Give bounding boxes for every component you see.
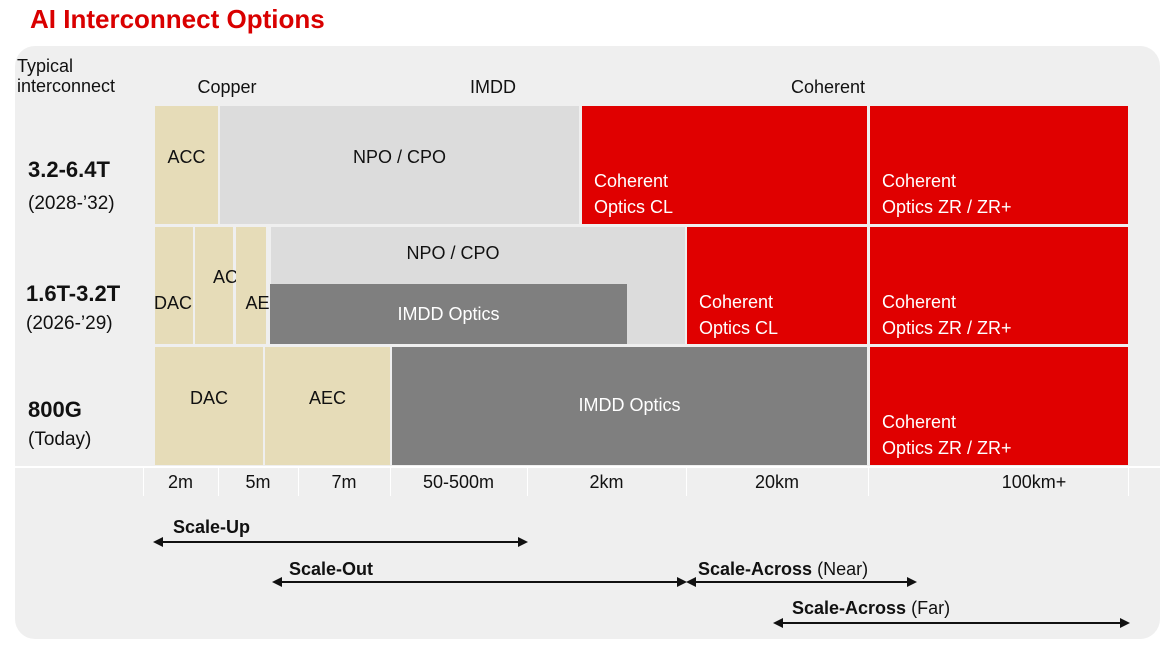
- axis-separator: [390, 468, 391, 496]
- cell-r1-coh-cl-line1: Coherent: [594, 171, 669, 191]
- scale-out-label: Scale-Out: [289, 559, 374, 579]
- distance-label-5m: 5m: [245, 472, 271, 492]
- cell-r3-dac: DAC: [155, 347, 263, 465]
- axis-line: [14, 466, 1160, 468]
- cell-r3-aec: AEC: [265, 347, 390, 465]
- distance-label-7m: 7m: [331, 472, 357, 492]
- cell-r1-npo-label: NPO / CPO: [352, 146, 446, 167]
- column-header-imdd: IMDD: [470, 77, 516, 97]
- cell-r1-acc-label: ACC: [167, 146, 206, 167]
- row-header-text: Typical interconnect: [17, 56, 116, 96]
- cell-r2-imdd-label: IMDD Optics: [397, 303, 500, 324]
- cell-r2-npo-label: NPO / CPO: [406, 243, 500, 263]
- axis-separator: [218, 468, 219, 496]
- distance-label-50-500m: 50-500m: [422, 472, 495, 492]
- row-rate-3: 800G: [28, 397, 82, 422]
- cell-r1-coh-zr-line1: Coherent: [882, 171, 957, 191]
- scale-up-label: Scale-Up: [173, 517, 251, 537]
- row-rate-1: 3.2-6.4T: [28, 157, 110, 182]
- cell-r3-dac-label: DAC: [189, 387, 228, 408]
- cell-r1-acc: ACC: [155, 106, 218, 224]
- axis-separator: [1128, 468, 1129, 496]
- cell-r1-coh-cl-line2: Optics CL: [594, 197, 674, 217]
- row-years-2: (2026-’29): [26, 313, 113, 334]
- cell-r2-coh-zr-line1: Coherent: [882, 292, 957, 312]
- cell-r3-coh-zr-line1: Coherent: [882, 412, 957, 432]
- cell-r1-npo-cpo: NPO / CPO: [220, 106, 579, 224]
- page-title: AI Interconnect Options: [30, 4, 325, 34]
- axis-separator: [527, 468, 528, 496]
- cell-r2-coherent-cl: Coherent Optics CL: [687, 227, 867, 344]
- cell-r3-coherent-zr: Coherent Optics ZR / ZR+: [870, 347, 1128, 465]
- axis-separator: [143, 468, 144, 496]
- axis-separator: [868, 468, 869, 496]
- cell-r2-dac-label: DAC: [153, 293, 192, 313]
- axis-separator: [686, 468, 687, 496]
- cell-r3-imdd-optics: IMDD Optics: [392, 347, 867, 465]
- cell-r2-coh-cl-line1: Coherent: [699, 292, 774, 312]
- column-header-coherent: Coherent: [790, 77, 866, 97]
- distance-label-100km: 100km+: [1001, 472, 1067, 492]
- scale-across-near-label: Scale-Across (Near): [698, 559, 869, 579]
- row-years-3: (Today): [28, 429, 92, 450]
- cell-r1-coherent-zr: Coherent Optics ZR / ZR+: [870, 106, 1128, 224]
- cell-r3-imdd-label: IMDD Optics: [578, 394, 681, 415]
- distance-label-2m: 2m: [167, 472, 193, 492]
- cell-r3-aec-label: AEC: [308, 387, 346, 408]
- axis-separator: [298, 468, 299, 496]
- cell-r3-coh-zr-line2: Optics ZR / ZR+: [882, 438, 1012, 458]
- column-header-copper: Copper: [197, 77, 257, 97]
- cell-r1-coh-zr-line2: Optics ZR / ZR+: [882, 197, 1012, 217]
- cell-r2-coh-zr-line2: Optics ZR / ZR+: [882, 318, 1012, 338]
- cell-r2-dac: DAC: [153, 227, 193, 344]
- cell-r2-coherent-zr: Coherent Optics ZR / ZR+: [870, 227, 1128, 344]
- cell-r1-coherent-cl: Coherent Optics CL: [582, 106, 867, 224]
- row-years-1: (2028-’32): [28, 193, 115, 214]
- cell-r2-coh-cl-line2: Optics CL: [699, 318, 779, 338]
- cell-r2-imdd-optics: IMDD Optics: [270, 284, 627, 344]
- row-header-label: Typical interconnect: [17, 56, 115, 96]
- distance-label-2km: 2km: [589, 472, 624, 492]
- distance-label-20km: 20km: [754, 472, 799, 492]
- scale-across-far-label: Scale-Across (Far): [792, 598, 951, 618]
- row-rate-2: 1.6T-3.2T: [26, 281, 121, 306]
